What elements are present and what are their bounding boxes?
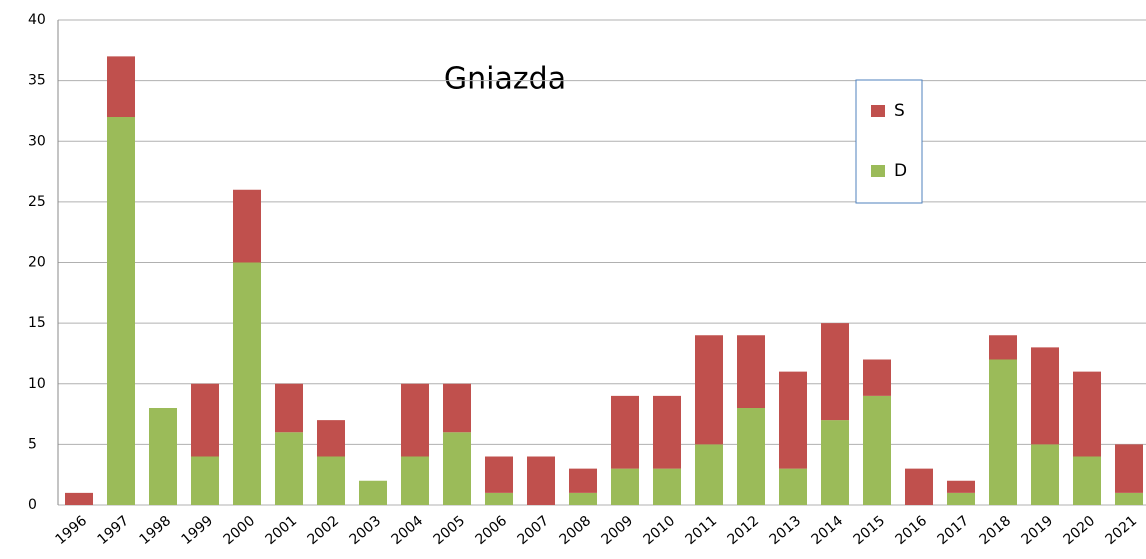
y-tick-label: 5 <box>28 436 37 452</box>
x-tick-label: 2011 <box>683 513 721 548</box>
bar-segment <box>737 408 765 505</box>
bar-segment <box>611 468 639 505</box>
x-tick-label: 2017 <box>935 513 973 548</box>
bar-segment <box>443 432 471 505</box>
x-tick-label: 2004 <box>389 513 427 548</box>
bar-segment <box>1073 456 1101 505</box>
bar-segment <box>317 420 345 457</box>
y-tick-label: 20 <box>28 255 46 271</box>
x-tick-label: 2006 <box>473 513 511 548</box>
x-tick-label: 2003 <box>347 513 385 548</box>
x-tick-label: 2014 <box>809 513 847 548</box>
bar-segment <box>863 395 891 505</box>
bar-segment <box>65 492 93 505</box>
bar-segment <box>863 359 891 396</box>
bar-segment <box>233 189 261 263</box>
bar-segment <box>1115 492 1143 505</box>
bar-segment <box>611 395 639 469</box>
y-tick-label: 15 <box>28 315 46 331</box>
bar-segment <box>107 117 135 505</box>
x-tick-label: 2013 <box>767 513 805 548</box>
bar-segment <box>275 383 303 433</box>
y-tick-label: 0 <box>28 497 37 513</box>
x-tick-label: 2007 <box>515 513 553 548</box>
bar-segment <box>821 323 849 421</box>
bar-segment <box>275 432 303 505</box>
bar-segment <box>485 456 513 493</box>
bar-segment <box>821 420 849 505</box>
bar-segment <box>191 383 219 457</box>
bar-segment <box>1031 444 1059 505</box>
x-tick-label: 2019 <box>1019 513 1057 548</box>
bar-segment <box>695 444 723 505</box>
bar-segment <box>401 383 429 457</box>
x-tick-label: 2009 <box>599 513 637 548</box>
bar-segment <box>359 480 387 505</box>
legend-label: D <box>894 161 907 181</box>
x-tick-label: 2008 <box>557 513 595 548</box>
bar-segment <box>989 335 1017 360</box>
legend-box <box>855 79 923 204</box>
x-tick-label: 2000 <box>221 513 259 548</box>
y-tick-label: 30 <box>28 133 46 149</box>
bar-segment <box>527 456 555 505</box>
bar-segment <box>485 492 513 505</box>
x-tick-label: 2005 <box>431 513 469 548</box>
y-tick-label: 40 <box>28 12 46 28</box>
bar-segment <box>695 335 723 445</box>
bar-segment <box>1115 444 1143 493</box>
bar-segment <box>317 456 345 505</box>
y-tick-label: 10 <box>28 376 46 392</box>
bar-segment <box>779 468 807 505</box>
bar-segment <box>989 359 1017 505</box>
x-tick-label: 2010 <box>641 513 679 548</box>
bar-segment <box>1031 347 1059 445</box>
bar-segment <box>653 468 681 505</box>
bar-segment <box>779 371 807 469</box>
bar-segment <box>149 408 177 505</box>
y-tick-label: 25 <box>28 194 46 210</box>
x-tick-label: 2016 <box>893 513 931 548</box>
bar-segment <box>191 456 219 505</box>
bar-segment <box>401 456 429 505</box>
bar-segment <box>443 383 471 433</box>
legend-swatch <box>871 105 885 117</box>
x-tick-label: 1999 <box>179 513 217 548</box>
x-tick-label: 1998 <box>137 513 175 548</box>
bar-segment <box>233 262 261 505</box>
bar-segment <box>905 468 933 505</box>
legend-swatch <box>871 165 885 177</box>
bar-segment <box>569 492 597 505</box>
bar-segment <box>947 492 975 505</box>
legend-label: S <box>894 101 905 121</box>
bar-segment <box>1073 371 1101 457</box>
y-tick-label: 35 <box>28 73 46 89</box>
bar-segment <box>569 468 597 493</box>
x-tick-label: 2021 <box>1103 513 1141 548</box>
x-tick-label: 1997 <box>95 513 133 548</box>
chart-title: Gniazda <box>444 62 566 97</box>
x-tick-label: 1996 <box>53 513 91 548</box>
bar-segment <box>653 395 681 469</box>
x-tick-label: 2015 <box>851 513 889 548</box>
x-tick-label: 2018 <box>977 513 1015 548</box>
x-tick-label: 2001 <box>263 513 301 548</box>
bar-segment <box>947 480 975 493</box>
bar-segment <box>107 56 135 117</box>
x-tick-label: 2002 <box>305 513 343 548</box>
x-tick-label: 2020 <box>1061 513 1099 548</box>
bar-segment <box>737 335 765 408</box>
x-tick-label: 2012 <box>725 513 763 548</box>
